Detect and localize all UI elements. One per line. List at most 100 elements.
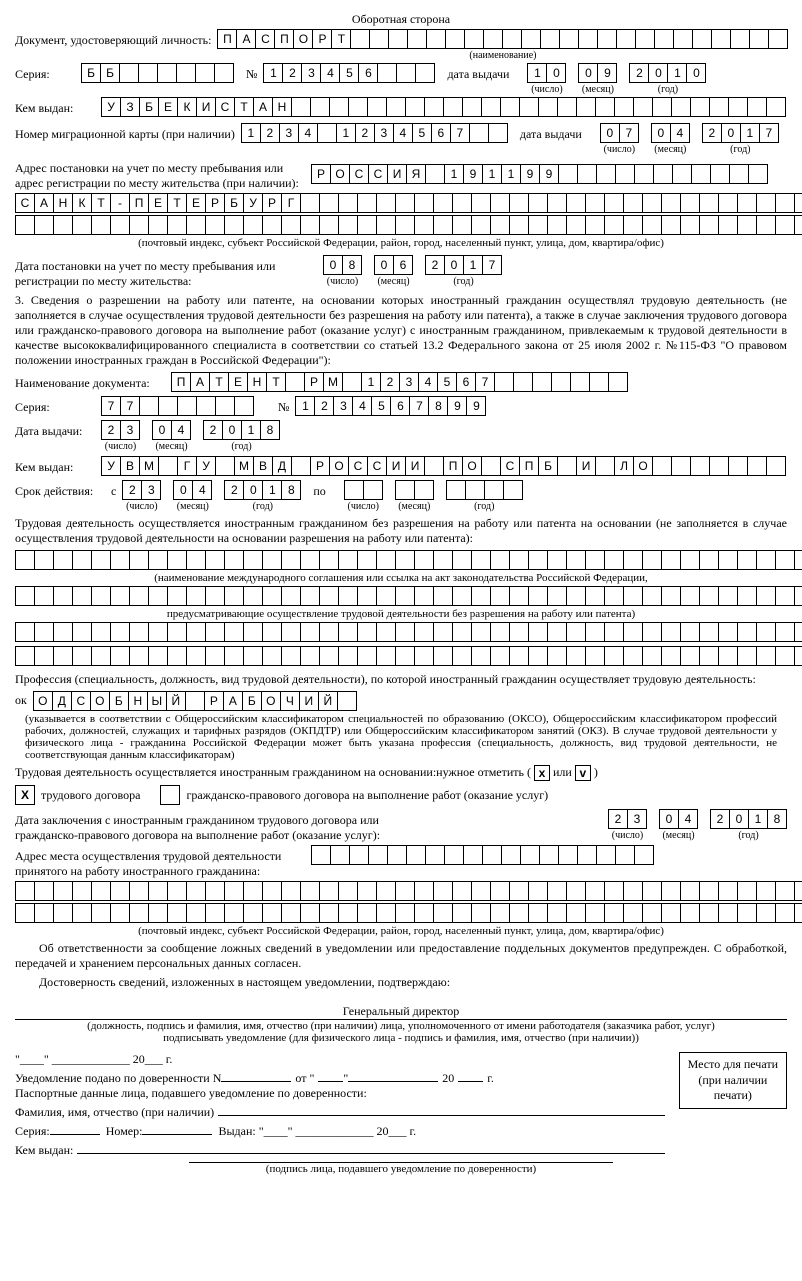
decl-para2: Достоверность сведений, изложенных в нас…	[15, 975, 787, 990]
basis-row4	[15, 646, 802, 666]
regdate-year: 2017	[425, 255, 502, 275]
regdate-row: Дата постановки на учет по месту пребыва…	[15, 255, 787, 289]
mark-x: x	[534, 765, 550, 781]
basis-row2	[15, 586, 802, 606]
checkbox-labor-contract[interactable]: X	[15, 785, 35, 805]
issue-year: 2010	[629, 63, 706, 83]
docissue-label: Дата выдачи:	[15, 420, 95, 439]
migcard-cells: 12341234567	[241, 123, 508, 143]
signature-sub2: подписывать уведомление (для физического…	[15, 1032, 787, 1044]
validity-day2	[344, 480, 383, 500]
docnum-label: №	[278, 396, 289, 415]
stamp-box: Место для печати (при наличии печати)	[679, 1052, 787, 1109]
profession-text: Профессия (специальность, должность, вид…	[15, 672, 787, 687]
id-doc-row: Документ, удостоверяющий личность: ПАСПО…	[15, 29, 787, 61]
issued-by-row: Кем выдан: УЗБЕКИСТАН	[15, 97, 787, 117]
poa-year[interactable]	[458, 1067, 483, 1082]
validity-year1: 2018	[224, 480, 301, 500]
footer-line2: Паспортные данные лица, подавшего уведом…	[15, 1086, 665, 1101]
contract-year: 2018	[710, 809, 787, 829]
footer-signature-sub: (подпись лица, подавшего уведомление по …	[189, 1162, 614, 1175]
number-cells: 123456	[263, 63, 435, 83]
workaddr-sub: (почтовый индекс, субъект Российской Фед…	[15, 925, 787, 937]
profession-note: (указывается в соответствии с Общероссий…	[15, 713, 787, 761]
docby-row: Кем выдан: УВМГУМВДРОССИИПОСПБИЛО	[15, 456, 787, 476]
workaddr-cells-2	[15, 881, 802, 901]
docnum-cells: 1234567899	[295, 396, 486, 416]
contract-options: X трудового договора гражданско-правовог…	[15, 785, 787, 805]
docname-label: Наименование документа:	[15, 372, 165, 391]
docname-cells: ПАТЕНТРМ1234567	[171, 372, 628, 392]
docissue-row: Дата выдачи: 23(число) 04(месяц) 2018(го…	[15, 420, 787, 452]
issue-day: 10	[527, 63, 566, 83]
basis-row3	[15, 622, 802, 642]
address-label: Адрес постановки на учет по месту пребыв…	[15, 157, 305, 191]
docissue-year: 2018	[203, 420, 280, 440]
issue-label: дата выдачи	[447, 63, 509, 82]
address-cells-3	[15, 215, 802, 235]
contract-date-label: Дата заключения с иностранным гражданино…	[15, 809, 435, 843]
workaddr-cells-3	[15, 903, 802, 923]
passport-issued-by[interactable]	[77, 1139, 664, 1154]
signature-sub1: (должность, подпись и фамилия, имя, отче…	[15, 1019, 787, 1032]
workaddr-label: Адрес места осуществления трудовой деяте…	[15, 845, 305, 879]
mark-v: v	[575, 765, 591, 781]
profession-row: ок ОДСОБНЫЙРАБОЧИЙ	[15, 691, 787, 711]
id-doc-label: Документ, удостоверяющий личность:	[15, 29, 211, 48]
issued-by-cells: УЗБЕКИСТАН	[101, 97, 786, 117]
validity-label: Срок действия:	[15, 480, 105, 499]
basis-sub1: (наименование международного соглашения …	[15, 572, 787, 584]
address-row1: Адрес постановки на учет по месту пребыв…	[15, 157, 787, 191]
validity-year2	[446, 480, 523, 500]
validity-month1: 04	[173, 480, 212, 500]
passport-series[interactable]	[50, 1120, 100, 1135]
migcard-day: 07	[600, 123, 639, 143]
signature-role: Генеральный директор	[15, 1004, 787, 1019]
validity-row: Срок действия: с 23(число) 04(месяц) 201…	[15, 480, 787, 512]
address-cells-2: САНКТ-ПЕТЕРБУРГ	[15, 193, 802, 213]
validity-day1: 23	[122, 480, 161, 500]
footer-date1: "____" _____________ 20___ г.	[15, 1052, 665, 1067]
poa-day[interactable]	[318, 1067, 343, 1082]
workaddr-cells-1	[311, 845, 654, 865]
docseries-cells: 77	[101, 396, 254, 416]
decl-para1: Об ответственности за сообщение ложных с…	[15, 941, 787, 971]
profession-cells: ОДСОБНЫЙРАБОЧИЙ	[33, 691, 357, 711]
id-doc-sub: (наименование)	[217, 50, 788, 61]
address-sub: (почтовый индекс, субъект Российской Фед…	[15, 237, 787, 249]
migcard-year: 2017	[702, 123, 779, 143]
series-label: Серия:	[15, 63, 75, 82]
page-header: Оборотная сторона	[15, 12, 787, 27]
poa-number[interactable]	[221, 1067, 291, 1082]
docby-cells: УВМГУМВДРОССИИПОСПБИЛО	[101, 456, 786, 476]
contract-type-text: Трудовая деятельность осуществляется ино…	[15, 765, 787, 781]
docby-label: Кем выдан:	[15, 456, 95, 475]
contract-month: 04	[659, 809, 698, 829]
passport-number[interactable]	[142, 1120, 212, 1135]
regdate-day: 08	[323, 255, 362, 275]
migcard-issue-label: дата выдачи	[520, 123, 582, 142]
fio-field[interactable]	[218, 1101, 665, 1116]
checkbox-civil-contract[interactable]	[160, 785, 180, 805]
section3-text: 3. Сведения о разрешении на работу или п…	[15, 293, 787, 368]
poa-month[interactable]	[348, 1067, 438, 1082]
address-cells-1: РОССИЯ191199	[311, 164, 768, 184]
basis-sub2: предусматривающие осуществление трудовой…	[15, 608, 787, 620]
docissue-day: 23	[101, 420, 140, 440]
validity-month2	[395, 480, 434, 500]
migcard-label: Номер миграционной карты (при наличии)	[15, 123, 235, 142]
contract-date-row: Дата заключения с иностранным гражданино…	[15, 809, 787, 843]
issued-by-label: Кем выдан:	[15, 97, 95, 116]
docseries-label: Серия:	[15, 396, 95, 415]
workaddr-row1: Адрес места осуществления трудовой деяте…	[15, 845, 787, 879]
series-row: Серия: ББ № 123456 дата выдачи 10(число)…	[15, 63, 787, 95]
id-doc-cells: ПАСПОРТ	[217, 29, 788, 49]
docname-row: Наименование документа: ПАТЕНТРМ1234567	[15, 372, 787, 392]
docseries-row: Серия: 77 № 1234567899	[15, 396, 787, 416]
basis-row1	[15, 550, 802, 570]
regdate-month: 06	[374, 255, 413, 275]
series-cells: ББ	[81, 63, 234, 83]
migcard-row: Номер миграционной карты (при наличии) 1…	[15, 123, 787, 155]
number-label: №	[246, 63, 257, 82]
migcard-month: 04	[651, 123, 690, 143]
